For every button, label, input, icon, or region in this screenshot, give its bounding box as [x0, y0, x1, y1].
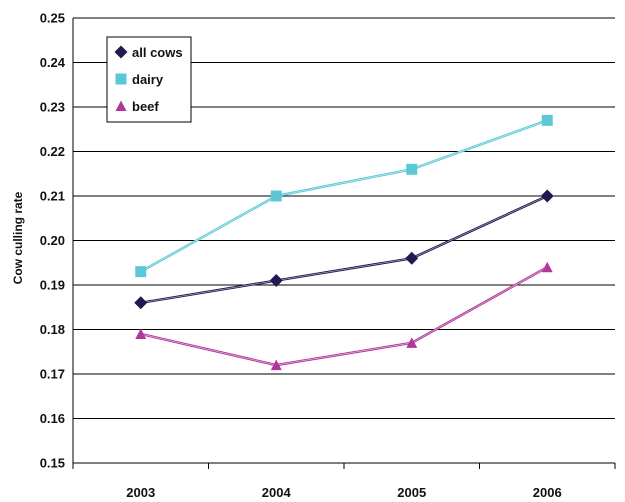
y-tick-label: 0.17: [40, 367, 65, 382]
legend: all cows dairy beef: [106, 36, 192, 123]
x-tick-labels: 2003 2004 2005 2006: [126, 485, 561, 500]
series-line-highlight: [140, 120, 548, 272]
data-point: [270, 190, 282, 202]
series-line: [140, 194, 548, 305]
series-line: [140, 266, 548, 367]
legend-item: dairy: [115, 72, 164, 87]
data-point: [135, 266, 147, 278]
data-point: [406, 337, 418, 348]
legend-marker: [115, 100, 127, 111]
y-tick-label: 0.21: [40, 189, 65, 204]
series: [134, 114, 554, 371]
data-point: [406, 163, 418, 175]
legend-item: beef: [115, 99, 159, 114]
data-point: [269, 274, 283, 288]
series-line-highlight: [140, 195, 548, 304]
y-tick-label: 0.22: [40, 144, 65, 159]
legend-label: beef: [132, 99, 159, 114]
series-line-highlight: [140, 266, 548, 366]
y-tick-label: 0.25: [40, 11, 65, 26]
y-tick-label: 0.15: [40, 456, 65, 471]
data-point: [541, 114, 553, 126]
x-tick-label: 2005: [397, 485, 426, 500]
axes: [72, 18, 616, 469]
y-tick-label: 0.18: [40, 322, 65, 337]
data-point: [540, 189, 554, 203]
y-tick-label: 0.20: [40, 233, 65, 248]
y-tick-label: 0.23: [40, 100, 65, 115]
legend-marker: [115, 73, 127, 85]
y-axis-title: Cow culling rate: [11, 191, 25, 284]
series-dairy: [135, 114, 553, 278]
legend-marker: [114, 45, 128, 59]
data-point: [541, 261, 553, 273]
legend-label: all cows: [132, 45, 183, 60]
x-tick-label: 2004: [262, 485, 292, 500]
x-tick-label: 2006: [533, 485, 562, 500]
data-point: [405, 251, 419, 265]
data-point: [135, 328, 147, 339]
y-tick-label: 0.16: [40, 411, 65, 426]
series-beef: [135, 261, 553, 371]
x-tick-label: 2003: [126, 485, 155, 500]
y-tick-labels: 0.15 0.16 0.17 0.18 0.19 0.20 0.21 0.22 0.23 0.24…: [40, 11, 66, 471]
y-tick-label: 0.19: [40, 278, 65, 293]
y-tick-label: 0.24: [40, 55, 66, 70]
grid: [73, 17, 615, 419]
legend-label: dairy: [132, 72, 164, 87]
data-point: [270, 359, 282, 371]
series-all-cows: [134, 189, 554, 310]
data-point: [134, 296, 148, 310]
legend-item: all cows: [114, 45, 183, 60]
